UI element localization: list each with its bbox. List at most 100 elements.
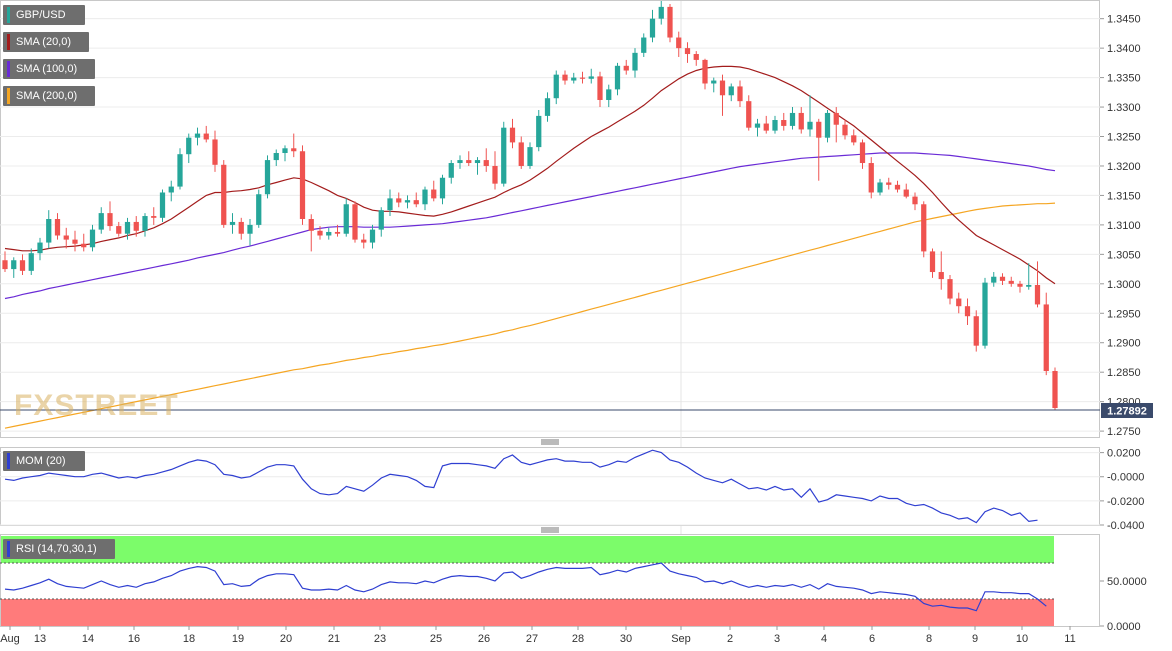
candle-body	[746, 101, 752, 128]
price-tick-label: 1.3150	[1107, 190, 1141, 202]
momentum-tick-label: -0.0400	[1107, 520, 1144, 532]
candle-body	[483, 160, 489, 166]
candle	[1052, 367, 1058, 411]
candle-body	[474, 160, 481, 164]
candle	[929, 248, 936, 278]
candle-body	[851, 135, 857, 143]
candle	[264, 155, 271, 199]
time-tick-label: 27	[526, 633, 538, 645]
candle	[842, 120, 848, 140]
time-tick-label: 13	[34, 633, 46, 645]
candle-body	[11, 260, 17, 270]
candle-body	[457, 160, 463, 164]
legend-rsi[interactable]: RSI (14,70,30,1)	[3, 539, 115, 559]
candle	[912, 192, 918, 211]
candle	[334, 224, 341, 237]
candle-body	[133, 221, 139, 231]
time-tick-label: 23	[374, 633, 386, 645]
candle-body	[649, 18, 656, 38]
candle	[369, 224, 376, 249]
candle	[509, 118, 516, 149]
candle-body	[833, 112, 839, 125]
time-tick-label: 18	[183, 633, 195, 645]
fxstreet-watermark: FXSTREET	[14, 389, 179, 422]
candle-body	[308, 219, 314, 231]
candle	[466, 151, 472, 166]
legend-momentum[interactable]: MOM (20)	[3, 451, 85, 471]
candle-body	[299, 151, 306, 219]
candle	[956, 292, 962, 314]
candle	[142, 213, 148, 237]
candle	[299, 145, 306, 225]
candle	[833, 107, 839, 143]
candle-body	[693, 54, 699, 60]
legend-sma-200[interactable]: SMA (200,0)	[3, 86, 95, 106]
candle-body	[159, 192, 166, 218]
candle	[378, 207, 384, 237]
candle	[501, 121, 507, 187]
candle-body	[116, 226, 122, 234]
legend-sma-100[interactable]: SMA (100,0)	[3, 59, 95, 79]
candle-body	[72, 239, 78, 244]
candle-body	[203, 133, 209, 140]
candle-body	[772, 120, 778, 131]
candle	[317, 226, 323, 240]
candle	[89, 224, 96, 252]
candle-body	[763, 123, 769, 131]
time-tick-label: 10	[1016, 633, 1028, 645]
candle-body	[396, 198, 402, 203]
candle-body	[938, 272, 944, 280]
candle-body	[273, 153, 279, 161]
momentum-line	[4, 449, 1038, 524]
time-tick-label: 30	[620, 633, 632, 645]
candle	[124, 217, 131, 240]
candle-body	[894, 184, 901, 190]
candle-body	[413, 200, 419, 205]
candle-body	[964, 306, 971, 317]
candle-body	[947, 279, 953, 299]
legend-rsi-label: RSI (14,70,30,1)	[16, 543, 97, 555]
candle	[702, 58, 708, 90]
momentum-line-layer	[4, 449, 1038, 524]
panel-resize-handle-1[interactable]	[540, 439, 560, 445]
candle	[238, 217, 244, 240]
price-tick-label: 1.3300	[1107, 102, 1141, 114]
candle-body	[658, 6, 664, 19]
candle	[448, 160, 454, 184]
candle-body	[929, 251, 936, 273]
candle-body	[597, 76, 603, 100]
time-tick-label: 28	[572, 633, 584, 645]
candle-body	[212, 139, 218, 165]
candle-body	[973, 316, 979, 346]
time-tick-label: Sep	[671, 633, 691, 645]
candle-body	[754, 123, 761, 128]
legend-pair-label: GBP/USD	[16, 9, 66, 21]
candle-body	[256, 194, 262, 225]
candle	[623, 59, 629, 75]
momentum-tick-label: 0.0200	[1107, 448, 1141, 460]
candle-body	[282, 148, 288, 154]
candle-body	[361, 239, 367, 243]
panel-resize-handle-2[interactable]	[540, 527, 560, 533]
candle	[798, 107, 804, 134]
candle-body	[63, 235, 69, 240]
candle	[168, 180, 174, 202]
legend-rsi-swatch	[7, 541, 10, 557]
candle-body	[107, 213, 113, 227]
legend-sma-20-label: SMA (20,0)	[16, 36, 72, 48]
last-price-tag: 1.27892	[1101, 403, 1153, 418]
candle-body	[151, 216, 157, 218]
candle-body	[641, 37, 647, 53]
legend-sma-20[interactable]: SMA (20,0)	[3, 32, 89, 52]
candle-body	[54, 219, 61, 236]
candle	[422, 186, 428, 211]
legend-pair[interactable]: GBP/USD	[3, 5, 85, 25]
candle-body	[221, 164, 227, 225]
candle	[684, 42, 691, 63]
candle	[947, 274, 953, 305]
candle-body	[991, 276, 997, 283]
candle	[107, 201, 113, 231]
candle-body	[728, 86, 734, 96]
candle	[186, 133, 192, 164]
candle-body	[19, 260, 26, 271]
